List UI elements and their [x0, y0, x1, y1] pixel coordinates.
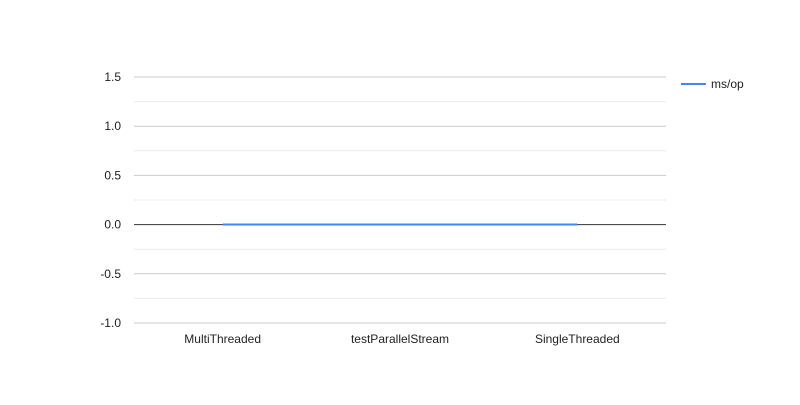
y-tick-label: 0.5: [104, 168, 121, 182]
legend-label: ms/op: [711, 77, 744, 91]
gridlines: [134, 76, 666, 324]
x-axis-ticks: MultiThreaded testParallelStream SingleThr…: [184, 332, 619, 346]
y-tick-label: 1.5: [104, 70, 121, 84]
y-tick-label: -0.5: [100, 267, 121, 281]
legend: ms/op: [681, 77, 744, 91]
y-tick-label: 0.0: [104, 218, 121, 232]
x-tick-label: MultiThreaded: [184, 332, 261, 346]
y-tick-label: -1.0: [100, 316, 121, 330]
y-axis-ticks: 1.5 1.0 0.5 0.0 -0.5 -1.0: [100, 70, 121, 330]
x-tick-label: SingleThreaded: [535, 332, 620, 346]
x-tick-label: testParallelStream: [351, 332, 449, 346]
y-tick-label: 1.0: [104, 119, 121, 133]
